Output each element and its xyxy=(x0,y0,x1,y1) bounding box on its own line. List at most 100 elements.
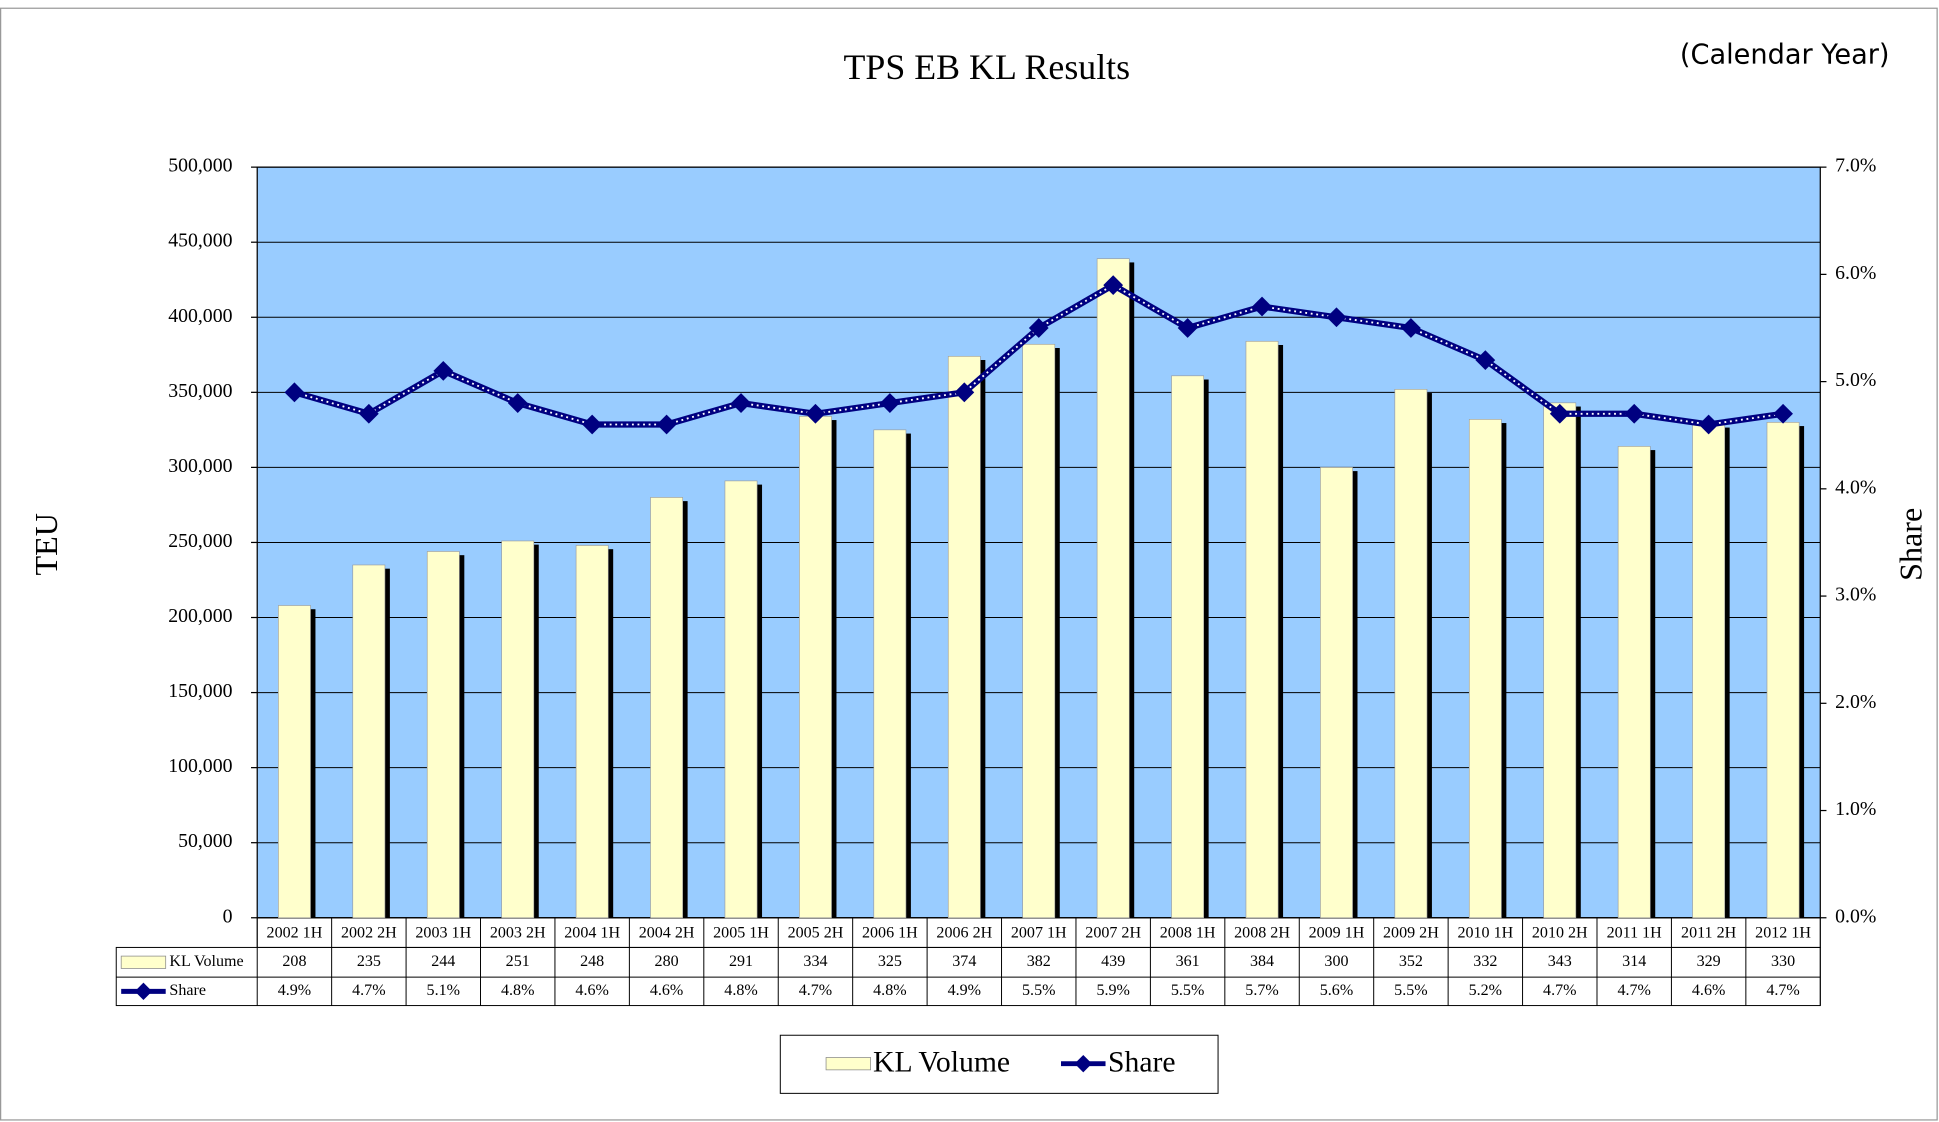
table-value: 374 xyxy=(952,953,976,970)
table-value: 329 xyxy=(1697,953,1721,970)
table-value: 5.1% xyxy=(427,982,460,999)
table-value: 352 xyxy=(1399,953,1423,970)
x-tick-label: 2002 1H xyxy=(267,925,323,942)
table-value: 314 xyxy=(1622,953,1646,970)
x-tick-label: 2002 2H xyxy=(341,925,397,942)
table-value: 4.7% xyxy=(1543,982,1576,999)
table-value: 300 xyxy=(1324,953,1348,970)
y2-tick-label: 6.0% xyxy=(1835,262,1876,284)
y-tick-label: 500,000 xyxy=(168,155,232,177)
annotation: (Calendar Year) xyxy=(1680,39,1890,70)
y2-tick-label: 2.0% xyxy=(1835,691,1876,713)
x-tick-label: 2011 2H xyxy=(1681,925,1737,942)
x-tick-label: 2005 2H xyxy=(788,925,844,942)
table-value: 244 xyxy=(431,953,455,970)
bar xyxy=(575,545,609,919)
bar xyxy=(1245,340,1279,919)
bar xyxy=(799,416,832,919)
legend-label: KL Volume xyxy=(873,1047,1010,1079)
x-tick-label: 2007 2H xyxy=(1085,925,1141,942)
chart-title: TPS EB KL Results xyxy=(844,47,1131,87)
table-value: 208 xyxy=(282,953,306,970)
x-tick-label: 2004 2H xyxy=(639,925,695,942)
table-value: 439 xyxy=(1101,953,1125,970)
bar xyxy=(1468,419,1502,919)
table-value: 4.6% xyxy=(650,982,683,999)
line-marker xyxy=(954,382,975,403)
table-value: 4.9% xyxy=(948,982,981,999)
table-value: 4.7% xyxy=(1617,982,1650,999)
line-marker xyxy=(805,403,826,424)
bar xyxy=(724,480,758,919)
table-value: 251 xyxy=(506,953,530,970)
line-marker xyxy=(1624,403,1645,424)
table-value: 248 xyxy=(580,953,604,970)
x-tick-label: 2011 1H xyxy=(1607,925,1663,942)
table-value: 5.5% xyxy=(1171,982,1204,999)
bar xyxy=(501,540,535,919)
y-tick-label: 200,000 xyxy=(168,605,232,627)
y-tick-label: 250,000 xyxy=(168,530,232,552)
line-marker xyxy=(284,382,305,403)
table-value: 361 xyxy=(1176,953,1200,970)
y-tick-label: 100,000 xyxy=(168,755,232,777)
table-value: 5.5% xyxy=(1394,982,1427,999)
y-tick-label: 0 xyxy=(223,905,233,927)
line-marker xyxy=(358,403,379,424)
x-tick-label: 2012 1H xyxy=(1755,925,1811,942)
y-tick-label: 150,000 xyxy=(168,680,232,702)
bar xyxy=(1320,467,1353,919)
bar xyxy=(1766,422,1800,919)
table-value: 4.8% xyxy=(724,982,757,999)
table-legend-key xyxy=(120,955,167,969)
line-marker xyxy=(1773,403,1793,424)
line-marker xyxy=(1326,307,1347,328)
bar xyxy=(1692,423,1726,919)
line-marker xyxy=(1028,318,1049,338)
bar xyxy=(1022,343,1056,919)
y2-tick-label: 3.0% xyxy=(1835,584,1876,606)
table-value: 343 xyxy=(1548,953,1572,970)
table-value: 235 xyxy=(357,953,381,970)
legend-label: Share xyxy=(1108,1047,1176,1079)
table-value: 334 xyxy=(803,953,827,970)
bar xyxy=(1617,446,1651,919)
table-series-name: KL Volume xyxy=(169,953,243,970)
table-value: 5.7% xyxy=(1245,982,1278,999)
y-tick-label: 50,000 xyxy=(178,830,232,852)
line-marker xyxy=(1549,403,1570,424)
table-value: 5.9% xyxy=(1096,982,1129,999)
table-legend-key-marker xyxy=(134,982,153,1000)
x-tick-label: 2003 2H xyxy=(490,925,546,942)
x-tick-label: 2007 1H xyxy=(1011,925,1067,942)
bar xyxy=(1543,402,1577,919)
y-tick-label: 300,000 xyxy=(168,455,232,477)
table-value: 325 xyxy=(878,953,902,970)
y2-axis-label: Share xyxy=(1893,508,1929,581)
y-tick-label: 450,000 xyxy=(168,230,232,252)
y2-tick-label: 1.0% xyxy=(1835,798,1876,820)
y2-tick-label: 0.0% xyxy=(1835,905,1876,927)
x-tick-label: 2010 1H xyxy=(1457,925,1513,942)
line-marker xyxy=(1177,318,1198,338)
bar xyxy=(650,497,683,919)
y2-tick-label: 4.0% xyxy=(1835,476,1876,498)
x-tick-label: 2010 2H xyxy=(1532,925,1588,942)
bar xyxy=(1171,375,1204,919)
x-tick-label: 2008 1H xyxy=(1160,925,1216,942)
x-tick-label: 2004 1H xyxy=(564,925,620,942)
x-tick-label: 2005 1H xyxy=(713,925,769,942)
table-value: 330 xyxy=(1771,953,1795,970)
x-tick-label: 2008 2H xyxy=(1234,925,1290,942)
table-series-name: Share xyxy=(169,982,206,999)
y-tick-label: 400,000 xyxy=(168,305,232,327)
line-marker xyxy=(879,393,900,413)
table-value: 332 xyxy=(1473,953,1497,970)
table-value: 4.6% xyxy=(1692,982,1725,999)
table-value: 4.8% xyxy=(873,982,906,999)
table-value: 280 xyxy=(655,953,679,970)
bar xyxy=(1096,258,1130,919)
x-tick-label: 2009 1H xyxy=(1309,925,1365,942)
table-value: 5.6% xyxy=(1320,982,1353,999)
table-value: 4.6% xyxy=(575,982,608,999)
